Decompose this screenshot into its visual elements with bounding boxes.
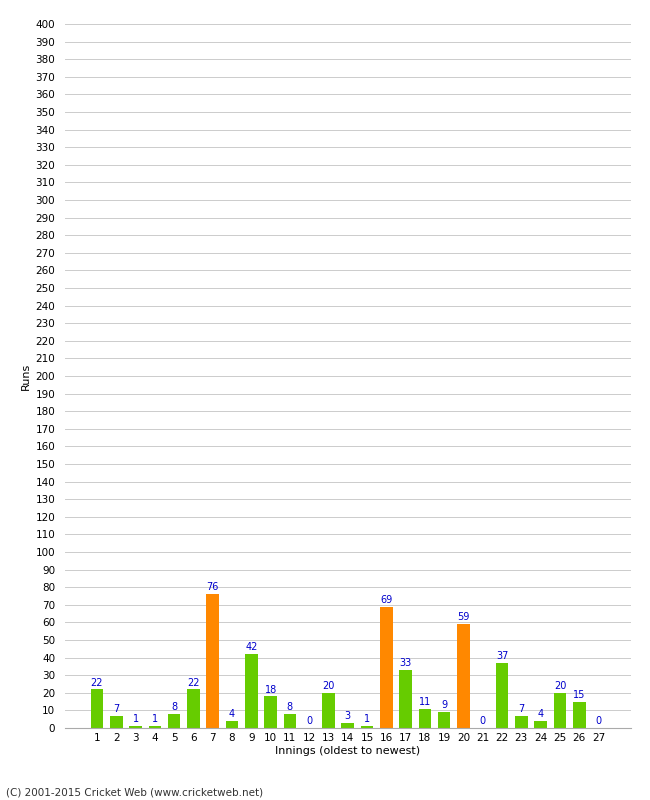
- X-axis label: Innings (oldest to newest): Innings (oldest to newest): [275, 746, 421, 756]
- Bar: [419, 709, 431, 728]
- Text: 7: 7: [518, 704, 525, 714]
- Y-axis label: Runs: Runs: [21, 362, 31, 390]
- Bar: [226, 721, 239, 728]
- Text: 11: 11: [419, 697, 431, 707]
- Text: 18: 18: [265, 685, 277, 694]
- Bar: [187, 690, 200, 728]
- Bar: [534, 721, 547, 728]
- Bar: [457, 624, 470, 728]
- Bar: [91, 690, 103, 728]
- Bar: [245, 654, 257, 728]
- Text: 37: 37: [496, 651, 508, 661]
- Bar: [207, 594, 219, 728]
- Bar: [341, 722, 354, 728]
- Bar: [129, 726, 142, 728]
- Text: 33: 33: [400, 658, 411, 668]
- Text: 0: 0: [480, 716, 486, 726]
- Bar: [322, 693, 335, 728]
- Text: 42: 42: [245, 642, 257, 652]
- Text: 59: 59: [458, 613, 470, 622]
- Bar: [515, 716, 528, 728]
- Bar: [265, 696, 277, 728]
- Text: 8: 8: [287, 702, 293, 712]
- Bar: [554, 693, 566, 728]
- Text: 1: 1: [364, 714, 370, 725]
- Bar: [438, 712, 450, 728]
- Bar: [380, 606, 393, 728]
- Text: 4: 4: [229, 710, 235, 719]
- Text: 20: 20: [322, 681, 335, 691]
- Text: 0: 0: [306, 716, 312, 726]
- Text: 22: 22: [187, 678, 200, 687]
- Text: 20: 20: [554, 681, 566, 691]
- Bar: [149, 726, 161, 728]
- Text: 9: 9: [441, 701, 447, 710]
- Bar: [399, 670, 412, 728]
- Bar: [573, 702, 586, 728]
- Text: 69: 69: [380, 595, 393, 605]
- Text: 15: 15: [573, 690, 586, 700]
- Text: 4: 4: [538, 710, 543, 719]
- Bar: [110, 716, 123, 728]
- Bar: [496, 663, 508, 728]
- Text: 7: 7: [113, 704, 120, 714]
- Bar: [283, 714, 296, 728]
- Text: 76: 76: [207, 582, 219, 593]
- Text: 8: 8: [171, 702, 177, 712]
- Text: 0: 0: [595, 716, 602, 726]
- Text: 3: 3: [344, 711, 351, 721]
- Bar: [361, 726, 373, 728]
- Text: 22: 22: [91, 678, 103, 687]
- Text: 1: 1: [152, 714, 158, 725]
- Bar: [168, 714, 181, 728]
- Text: (C) 2001-2015 Cricket Web (www.cricketweb.net): (C) 2001-2015 Cricket Web (www.cricketwe…: [6, 787, 264, 798]
- Text: 1: 1: [133, 714, 138, 725]
